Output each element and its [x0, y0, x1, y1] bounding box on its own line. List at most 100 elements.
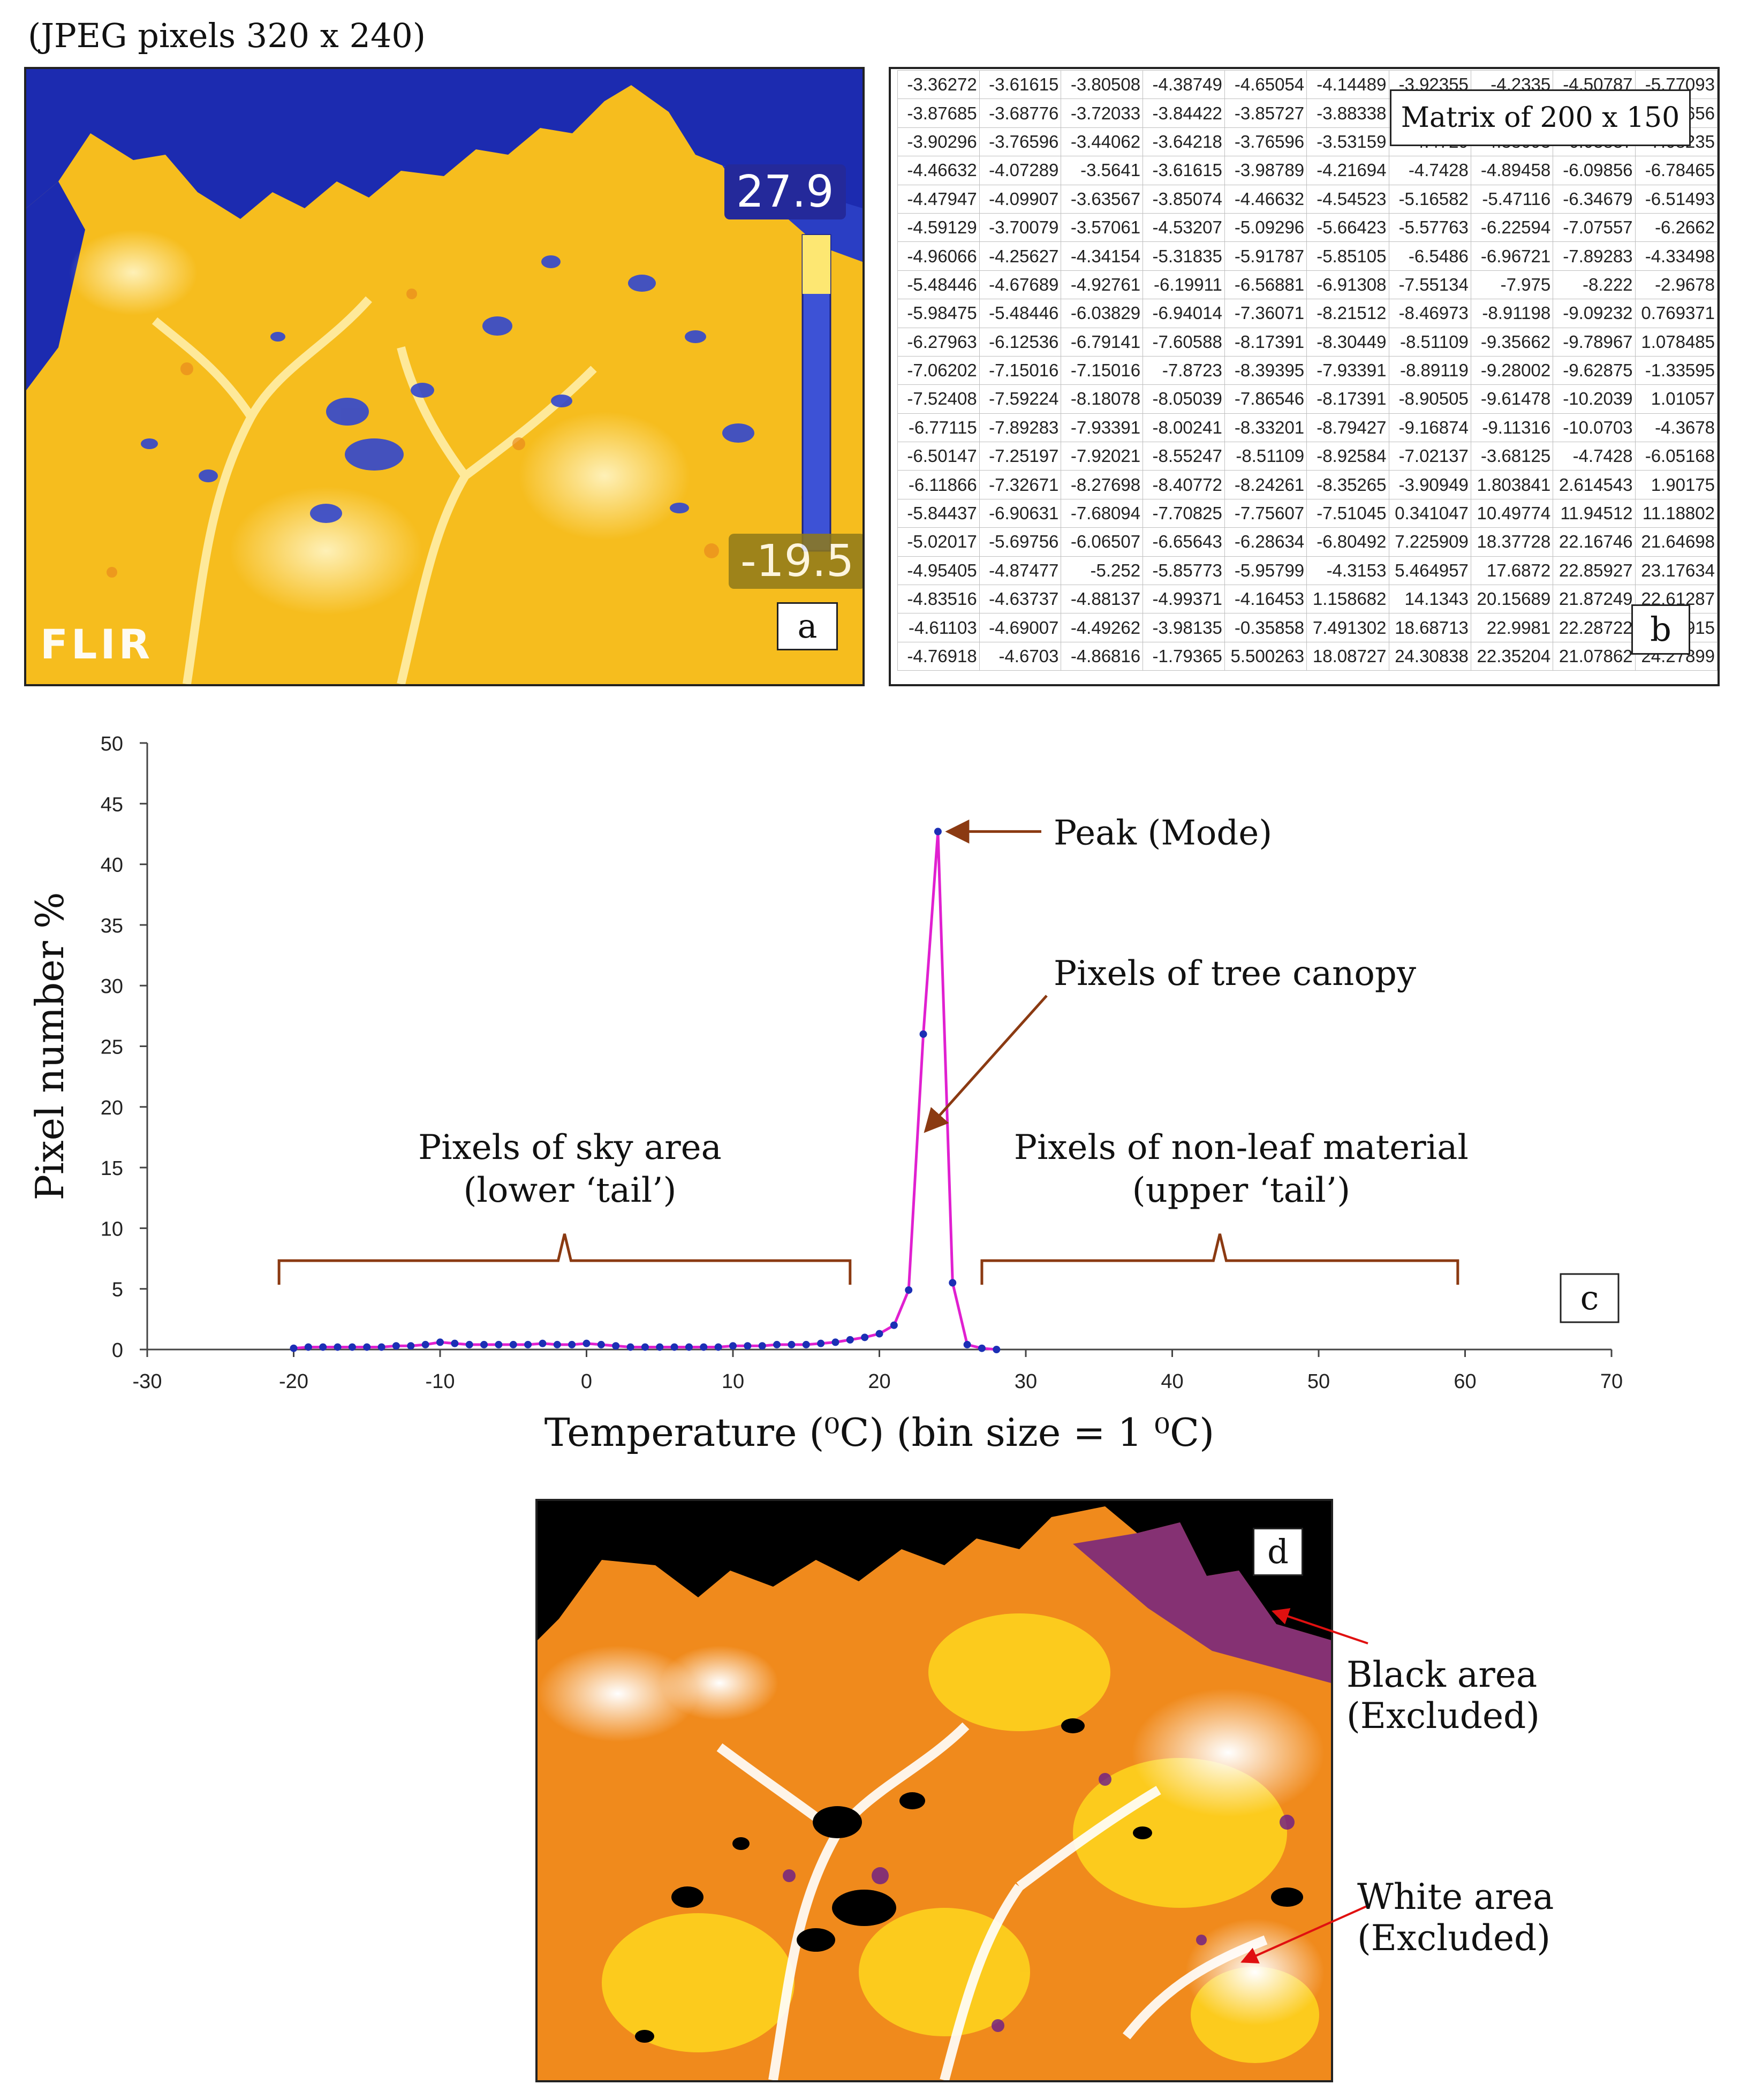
matrix-cell: -5.48446 [979, 299, 1062, 328]
sky-tail-label: Pixels of sky area [418, 1128, 722, 1167]
matrix-cell: -6.34679 [1553, 184, 1636, 214]
matrix-row: -4.76918 -4.6703 -4.86816 -1.79365 5.500263 1… [897, 641, 1718, 671]
data-point [319, 1343, 327, 1351]
data-point [553, 1340, 561, 1348]
matrix-cell: -7.89283 [979, 413, 1062, 443]
canopy-label: Pixels of tree canopy [1054, 954, 1416, 994]
data-point [626, 1343, 634, 1351]
matrix-cell: -9.11316 [1470, 413, 1554, 443]
matrix-cell: 18.68713 [1388, 613, 1471, 642]
x-tick-label: 40 [1161, 1370, 1183, 1393]
data-point [963, 1340, 971, 1348]
sky-tail-brace [277, 1233, 852, 1285]
matrix-cell: 24.30838 [1388, 641, 1471, 671]
matrix-cell: 10.49774 [1470, 498, 1554, 528]
matrix-row: -4.47947 -4.09907 -3.63567 -3.85074 -4.46632… [897, 184, 1718, 214]
data-point [890, 1321, 898, 1329]
matrix-cell: 1.90175 [1635, 470, 1718, 499]
matrix-cell: -7.59224 [979, 384, 1062, 414]
matrix-cell: -3.98789 [1224, 156, 1307, 185]
matrix-cell: -7.89283 [1553, 241, 1636, 271]
matrix-cell: -10.0703 [1553, 413, 1636, 443]
matrix-cell: -3.53159 [1306, 127, 1389, 157]
y-axis-title: Pixel number % [27, 892, 72, 1200]
matrix-cell: -7.70825 [1143, 498, 1225, 528]
histogram-chart: 0 5 10 15 20 25 30 35 40 45 50 -30 -20 -10 0 10 20 30 40 50… [27, 733, 1623, 1455]
matrix-cell: -8.79427 [1306, 413, 1389, 443]
matrix-cell: 22.85927 [1553, 556, 1636, 586]
matrix-cell: 0.769371 [1635, 299, 1718, 328]
data-point [582, 1339, 591, 1347]
y-tick-label: 30 [101, 975, 123, 998]
matrix-cell: -3.85074 [1143, 184, 1225, 214]
matrix-cell: -6.78465 [1635, 156, 1718, 185]
matrix-cell: -4.95405 [897, 556, 980, 586]
matrix-size-label: Matrix of 200 x 150 [1390, 89, 1691, 146]
matrix-cell: -6.77115 [897, 413, 980, 443]
data-point [714, 1343, 722, 1351]
x-tick-label: -10 [426, 1370, 455, 1393]
data-point [568, 1340, 576, 1348]
matrix-cell: 1.01057 [1635, 384, 1718, 414]
matrix-cell: -6.27963 [897, 327, 980, 357]
matrix-cell: -1.33595 [1635, 355, 1718, 385]
panel-label-d: d [1253, 1528, 1303, 1576]
data-point [377, 1343, 385, 1351]
matrix-cell: -8.05039 [1143, 384, 1225, 414]
data-point [348, 1343, 356, 1351]
data-point [919, 1030, 927, 1038]
matrix-cell: -4.3153 [1306, 556, 1389, 586]
matrix-cell: -4.34154 [1061, 241, 1144, 271]
matrix-cell: -6.06507 [1061, 527, 1144, 557]
data-point [407, 1342, 415, 1350]
matrix-cell: -4.61103 [897, 613, 980, 642]
matrix-cell: -3.80508 [1061, 70, 1144, 100]
white-area-label: White area (Excluded) [1357, 1876, 1554, 1959]
matrix-cell: -4.53207 [1143, 213, 1225, 242]
non-leaf-tail-brace [980, 1233, 1459, 1285]
y-tick-label: 45 [101, 793, 123, 816]
matrix-cell: -7.93391 [1306, 355, 1389, 385]
scale-min-label: -19.5 [729, 534, 863, 589]
data-point [846, 1336, 854, 1344]
matrix-cell: 20.15689 [1470, 585, 1554, 614]
matrix-cell: -8.33201 [1224, 413, 1307, 443]
matrix-cell: -3.72033 [1061, 98, 1144, 128]
matrix-cell: -9.35662 [1470, 327, 1554, 357]
data-point [744, 1342, 752, 1350]
data-point [539, 1339, 547, 1347]
thermal-image-panel: 27.9 -19.5 FLIR a [24, 67, 865, 686]
matrix-cell: 14.1343 [1388, 585, 1471, 614]
matrix-cell: -7.8723 [1143, 355, 1225, 385]
matrix-cell: -5.09296 [1224, 213, 1307, 242]
data-point [802, 1340, 810, 1348]
matrix-cell: -7.15016 [1061, 355, 1144, 385]
matrix-row: -4.46632 -4.07289 -3.5641 -3.61615 -3.98789-… [897, 156, 1718, 185]
matrix-cell: 18.37728 [1470, 527, 1554, 557]
matrix-cell: -4.6703 [979, 641, 1062, 671]
matrix-cell: -5.91787 [1224, 241, 1307, 271]
matrix-row: -5.02017 -5.69756 -6.06507 -6.65643 -6.28634… [897, 527, 1718, 557]
matrix-cell: -10.2039 [1553, 384, 1636, 414]
matrix-cell: -3.68125 [1470, 442, 1554, 471]
matrix-cell: -7.52408 [897, 384, 980, 414]
matrix-cell: -4.76918 [897, 641, 980, 671]
matrix-cell: -8.17391 [1306, 384, 1389, 414]
matrix-cell: -6.2662 [1635, 213, 1718, 242]
matrix-cell: 22.28722 [1553, 613, 1636, 642]
matrix-cell: -4.38749 [1143, 70, 1225, 100]
y-tick-label: 25 [101, 1036, 123, 1059]
matrix-row: -7.52408 -7.59224 -8.18078 -8.05039 -7.86546… [897, 384, 1718, 414]
matrix-cell: -8.90505 [1388, 384, 1471, 414]
matrix-row: -3.90296 -3.76596 -3.44062 -3.64218 -3.76596… [897, 127, 1718, 157]
y-tick-label: 40 [101, 854, 123, 877]
matrix-cell: -7.68094 [1061, 498, 1144, 528]
matrix-row: -6.27963 -6.12536 -6.79141 -7.60588 -8.17391… [897, 327, 1718, 357]
matrix-cell: -8.24261 [1224, 470, 1307, 499]
matrix-cell: -8.00241 [1143, 413, 1225, 443]
matrix-cell: 7.491302 [1306, 613, 1389, 642]
matrix-cell: -8.46973 [1388, 299, 1471, 328]
data-point [670, 1343, 678, 1351]
matrix-cell: -3.68776 [979, 98, 1062, 128]
data-point [334, 1343, 342, 1351]
